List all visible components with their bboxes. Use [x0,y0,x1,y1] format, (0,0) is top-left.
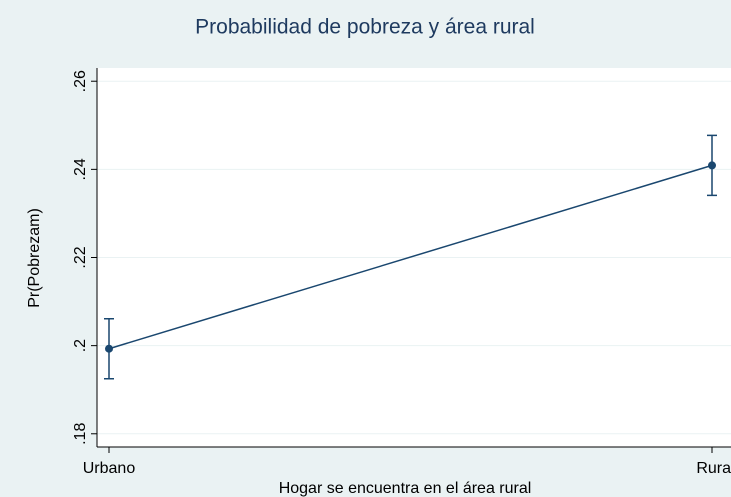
line [108,164,713,350]
y-tick-label: .26 [72,70,89,92]
y-tick-label: .18 [72,423,89,445]
y-tick-label: .24 [72,158,89,180]
y-axis-label: Pr(Pobrezam) [26,208,43,308]
y-tick-label: .2 [72,339,89,352]
point [105,344,113,353]
x-axis-label: Hogar se encuentra en el área rural [279,480,532,497]
chart-title: Probabilidad de pobreza y área rural [195,16,535,39]
y-tick-label: .22 [72,246,89,268]
x-tick-label: Urbano [83,460,136,477]
point [708,161,716,170]
x-tick-label: Rura [696,460,731,477]
